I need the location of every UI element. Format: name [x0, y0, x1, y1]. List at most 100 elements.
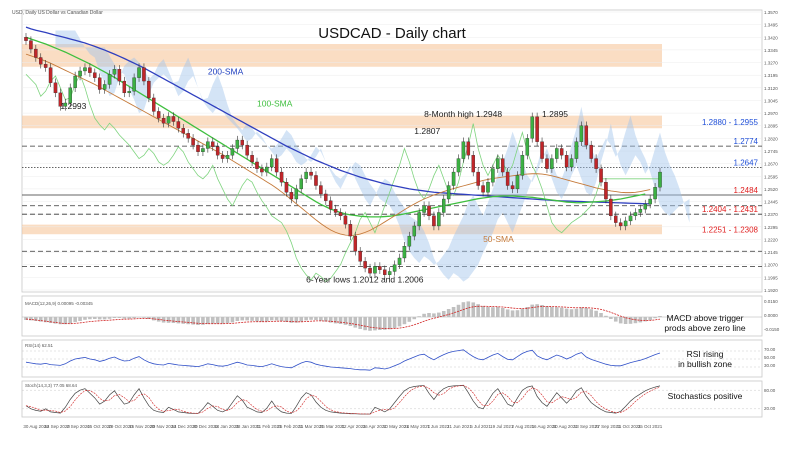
macd-bar — [269, 317, 274, 321]
candle-body — [161, 117, 166, 124]
y-tick-label: 1.2745 — [764, 149, 778, 154]
macd-bar — [643, 317, 648, 322]
macd-bar — [314, 317, 318, 320]
macd-bar — [559, 307, 564, 317]
indicator-tick-label: 0.0150 — [764, 299, 778, 304]
macd-bar — [225, 317, 230, 324]
macd-bar — [594, 310, 598, 317]
macd-bar — [210, 317, 215, 324]
candle-body — [540, 141, 544, 159]
candle-body — [397, 257, 402, 265]
candle-body — [93, 72, 97, 78]
macd-bar — [638, 317, 643, 323]
x-tick-label: 21 Jun 2021 — [447, 424, 472, 429]
candle-body — [348, 224, 353, 237]
candle-body — [609, 198, 613, 217]
candle-body — [97, 77, 102, 90]
candle-body — [427, 205, 431, 217]
y-tick-label: 1.2670 — [764, 162, 778, 167]
y-tick-label: 1.2370 — [764, 212, 778, 217]
candle-body — [604, 182, 608, 200]
candle-body — [24, 37, 28, 41]
indicator-header: MACD(12,26,9) 0.00095 -0.00345 — [25, 301, 93, 306]
y-tick-label: 1.2820 — [764, 136, 778, 141]
x-tick-label: 26 Apr 2021 — [363, 424, 388, 429]
candle-body — [48, 67, 53, 83]
chart-annotation: 8-Month high 1.2948 — [424, 109, 502, 119]
macd-bar — [68, 317, 73, 324]
candle-body — [196, 144, 200, 152]
indicator-tick-label: 0.0000 — [764, 313, 778, 318]
candle-body — [618, 222, 623, 227]
x-tick-label: 27 Sep 2021 — [595, 424, 621, 429]
candle-body — [363, 261, 367, 269]
chart-annotation: 200-SMA — [208, 66, 244, 76]
stoch-d-line — [25, 385, 661, 415]
lagging-span-line — [25, 73, 660, 283]
candle-body — [343, 215, 348, 225]
macd-bar — [378, 317, 382, 330]
macd-bar — [387, 317, 392, 330]
candle-body — [328, 200, 333, 210]
candle-body — [122, 80, 127, 94]
x-tick-label: 30 Dec 2020 — [193, 424, 219, 429]
candle-body — [515, 175, 520, 190]
candle-body — [265, 166, 269, 173]
chart-title: USDCAD - Daily chart — [318, 25, 466, 42]
macd-bar — [186, 317, 190, 325]
macd-bar — [550, 307, 554, 317]
candle-body — [225, 155, 230, 159]
macd-bar — [255, 317, 259, 322]
x-tick-label: 24 May 2021 — [404, 424, 431, 429]
macd-bar — [613, 317, 618, 322]
x-tick-label: 30 Nov 2020 — [150, 424, 176, 429]
x-tick-label: 25 Oct 2021 — [638, 424, 663, 429]
x-tick-label: 16 Nov 2020 — [129, 424, 155, 429]
macd-bar — [309, 317, 313, 320]
candle-body — [358, 251, 362, 262]
candle-body — [220, 155, 225, 159]
macd-bar — [407, 317, 412, 322]
candle-body — [88, 67, 92, 73]
macd-bar — [196, 317, 200, 325]
indicator-tick-label: 20.00 — [764, 406, 776, 411]
macd-bar — [29, 317, 33, 321]
candle-body — [319, 185, 323, 195]
macd-bar — [382, 317, 387, 330]
x-tick-label: 11 Oct 2021 — [617, 424, 642, 429]
macd-bar — [481, 306, 485, 317]
candle-body — [181, 128, 186, 134]
ichimoku-cloud — [55, 30, 690, 282]
candle-body — [269, 158, 274, 168]
candle-body — [643, 203, 648, 210]
candle-body — [250, 155, 254, 163]
macd-bar — [545, 306, 549, 317]
x-tick-label: 14 Jan 2021 — [214, 424, 239, 429]
stoch-panel — [21, 380, 763, 418]
indicator-annotation: in bullish zone — [678, 359, 732, 369]
macd-bar — [441, 311, 446, 317]
candle-body — [279, 171, 284, 183]
macd-bar — [250, 317, 254, 321]
x-tick-label: 2 Sep 2020 — [67, 424, 91, 429]
chart-annotation: 1.2993 — [60, 101, 86, 111]
macd-bar — [574, 308, 579, 317]
candle-body — [481, 185, 485, 193]
chart-annotation: 1.2807 — [414, 126, 440, 136]
macd-bar — [166, 317, 171, 323]
candle-body — [43, 64, 48, 68]
candle-body — [638, 208, 643, 213]
chart-header: USD, Daily US Dollar vs Canadian Dollar — [12, 10, 103, 16]
candle-body — [387, 271, 392, 275]
macd-bar — [176, 317, 181, 324]
candle-body — [648, 198, 652, 205]
candle-body — [584, 125, 589, 146]
macd-bar — [289, 317, 294, 323]
macd-bar — [476, 304, 480, 317]
macd-bar — [107, 317, 112, 319]
candle-body — [633, 212, 638, 217]
macd-bar — [328, 317, 333, 323]
candle-body — [442, 198, 446, 213]
macd-bar — [486, 307, 490, 317]
